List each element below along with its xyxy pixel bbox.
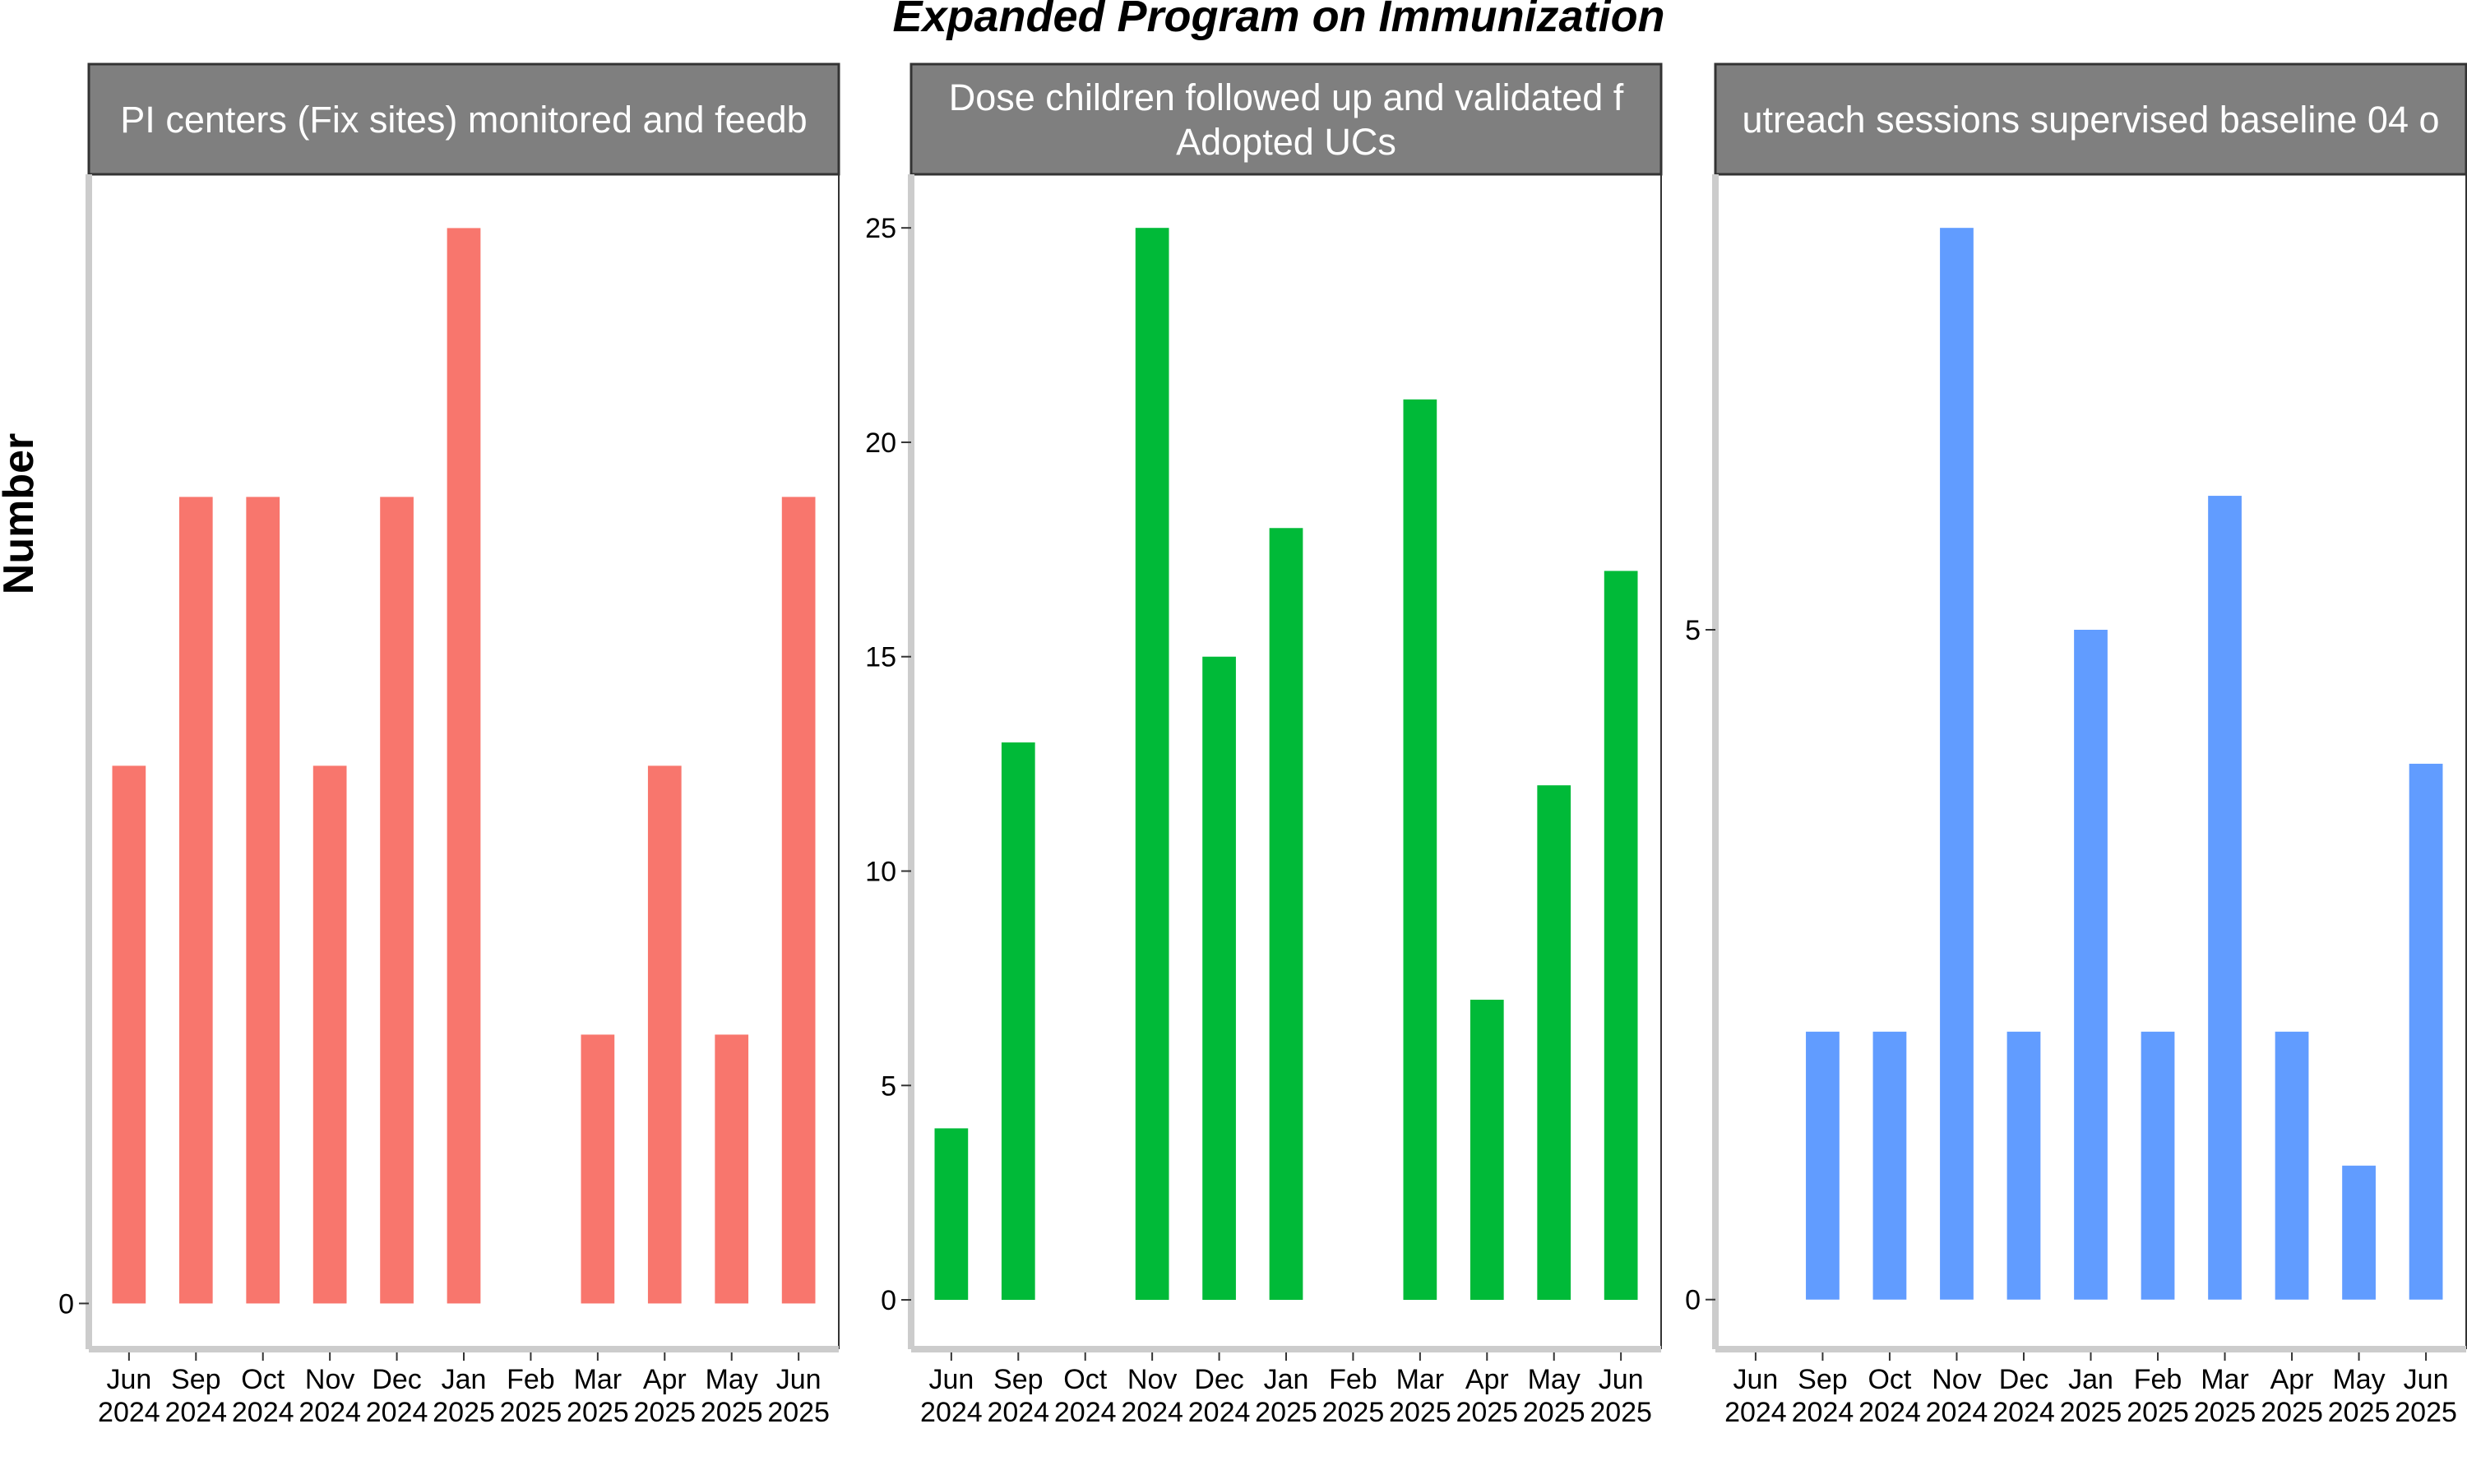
x-tick-label: Jan 2025 <box>1255 1364 1317 1428</box>
bar <box>1135 228 1169 1301</box>
bar <box>1001 742 1035 1301</box>
y-tick-label: 0 <box>1685 1285 1701 1316</box>
panel-3: utreach sessions supervised baseline 04 … <box>1685 62 2467 1428</box>
bar <box>1470 999 1504 1301</box>
x-tick-label: Dec 2024 <box>366 1364 428 1428</box>
x-tick-label: Sep 2024 <box>164 1364 227 1428</box>
x-tick-label: Feb 2025 <box>1322 1364 1385 1428</box>
x-tick-label: Jun 2024 <box>920 1364 983 1428</box>
bar <box>1202 656 1236 1301</box>
bar <box>380 497 414 1304</box>
bar <box>1604 571 1638 1301</box>
x-tick-label: Jan 2025 <box>433 1364 495 1428</box>
bar <box>2342 1165 2376 1300</box>
y-tick-label: 5 <box>1685 615 1701 646</box>
bar <box>2006 1031 2041 1300</box>
y-tick-label: 10 <box>865 856 896 887</box>
y-tick-label: 5 <box>881 1070 896 1102</box>
x-tick-label: Mar 2025 <box>1389 1364 1451 1428</box>
bar <box>647 765 682 1304</box>
y-tick-label: 0 <box>881 1285 896 1316</box>
bar <box>447 228 481 1304</box>
y-tick-label: 25 <box>865 213 896 244</box>
x-tick-label: Jan 2025 <box>2060 1364 2122 1428</box>
bar <box>1403 399 1437 1301</box>
y-tick-label: 15 <box>865 642 896 673</box>
y-tick-label: 20 <box>865 428 896 459</box>
x-tick-label: Jun 2025 <box>2395 1364 2457 1428</box>
facet-strip-label: utreach sessions supervised baseline 04 … <box>1742 99 2439 141</box>
x-tick-label: Mar 2025 <box>2194 1364 2256 1428</box>
x-tick-label: Jun 2025 <box>767 1364 830 1428</box>
bar <box>112 765 146 1304</box>
x-tick-label: Dec 2024 <box>1993 1364 2055 1428</box>
bar <box>934 1128 969 1301</box>
bar <box>2275 1031 2309 1300</box>
bar <box>581 1034 615 1304</box>
bar <box>715 1034 749 1304</box>
panels: PI centers (Fix sites) monitored and fee… <box>58 62 2467 1428</box>
bar <box>2074 630 2108 1300</box>
bar <box>781 497 816 1304</box>
x-tick-label: Sep 2024 <box>1792 1364 1854 1428</box>
bar <box>312 765 347 1304</box>
x-tick-label: Jun 2025 <box>1590 1364 1652 1428</box>
bar <box>1940 228 1974 1300</box>
facet-strip-label: Adopted UCs <box>1176 121 1396 163</box>
facet-strip-label: Dose children followed up and validated … <box>949 76 1624 118</box>
bar <box>2141 1031 2175 1300</box>
chart-title: Expanded Program on Immunization <box>892 0 1664 41</box>
y-axis-label: Number <box>0 433 43 594</box>
x-tick-label: Jun 2024 <box>98 1364 160 1428</box>
x-tick-label: May 2025 <box>2328 1364 2391 1428</box>
x-tick-label: Apr 2025 <box>633 1364 696 1428</box>
x-tick-label: Oct 2024 <box>1858 1364 1921 1428</box>
facet-strip <box>1714 62 2467 176</box>
bar <box>178 497 213 1304</box>
facet-strip <box>910 62 1663 176</box>
x-tick-label: Oct 2024 <box>1054 1364 1117 1428</box>
x-tick-label: Nov 2024 <box>1121 1364 1183 1428</box>
x-tick-label: Feb 2025 <box>2127 1364 2189 1428</box>
x-tick-label: Jun 2024 <box>1724 1364 1787 1428</box>
bar <box>1872 1031 1907 1300</box>
x-tick-label: May 2025 <box>701 1364 763 1428</box>
x-tick-label: Feb 2025 <box>500 1364 562 1428</box>
bar <box>1537 785 1571 1301</box>
x-tick-label: Apr 2025 <box>2261 1364 2323 1428</box>
x-tick-label: Apr 2025 <box>1456 1364 1518 1428</box>
bar <box>1806 1031 1840 1300</box>
panel-2: Dose children followed up and validated … <box>865 62 1663 1428</box>
y-tick-label: 0 <box>58 1288 74 1320</box>
bar <box>2208 496 2242 1300</box>
x-tick-label: May 2025 <box>1523 1364 1585 1428</box>
x-tick-label: Dec 2024 <box>1188 1364 1251 1428</box>
facet-strip <box>87 62 840 176</box>
x-tick-label: Oct 2024 <box>232 1364 294 1428</box>
x-tick-label: Nov 2024 <box>1926 1364 1988 1428</box>
x-tick-label: Nov 2024 <box>299 1364 361 1428</box>
bar <box>1269 528 1303 1301</box>
bar <box>246 497 280 1304</box>
panel-1: PI centers (Fix sites) monitored and fee… <box>58 62 840 1428</box>
facet-strip-label: PI centers (Fix sites) monitored and fee… <box>120 99 807 141</box>
x-tick-label: Mar 2025 <box>567 1364 629 1428</box>
x-tick-label: Sep 2024 <box>987 1364 1049 1428</box>
bar <box>2409 763 2443 1300</box>
